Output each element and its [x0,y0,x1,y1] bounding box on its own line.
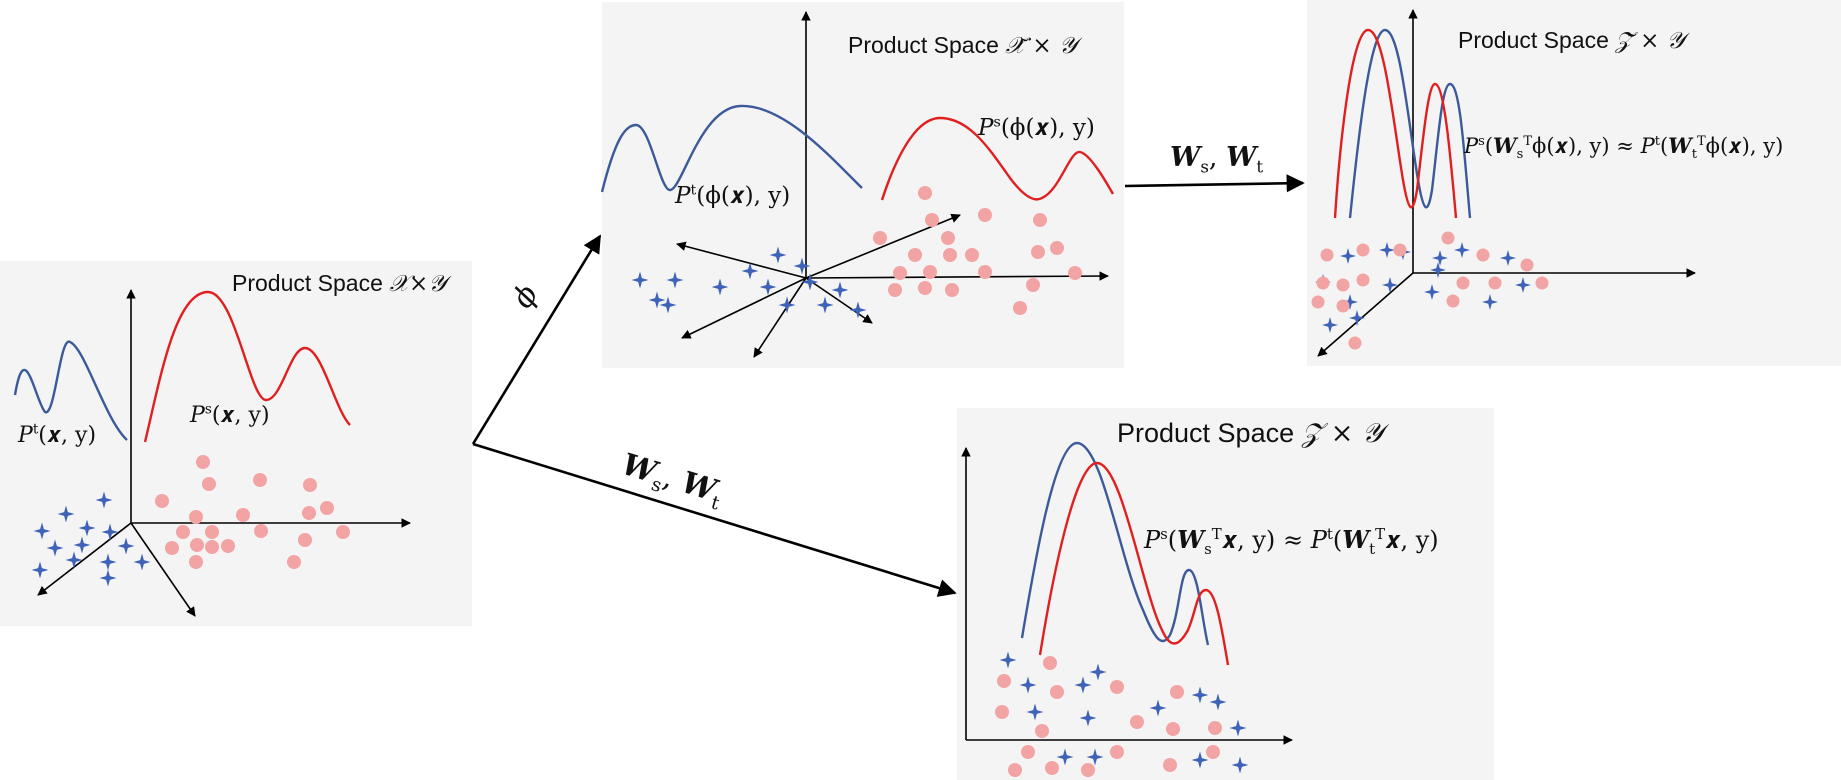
eq-rhs-subsup: t [1692,147,1697,162]
arrow-phi [471,234,602,445]
w-s-letter: W [1170,142,1201,173]
eq-rhs-open: ( [1332,526,1343,554]
eq-lhs-open: ( [1167,526,1178,554]
label-p: P [18,423,33,448]
label-args: (𝒙, y) [38,423,97,448]
target-projected-curve [1020,441,1210,646]
eq-rhs-sup: t [1326,525,1333,543]
panel-feature-title-prefix: Product Space [848,32,999,58]
label-args: (𝒙, y) [211,403,270,428]
eq-lhs-sup: s [1160,525,1168,543]
eq-lhs-subsup: s [1204,540,1212,558]
panel-input-title: Product Space 𝒳×𝒴 [232,270,446,297]
panel-projected-space [957,408,1494,780]
panel-projected-title-symbol: 𝒵 × 𝒴 [1301,418,1384,449]
source-projected-feature-samples [1311,231,1549,350]
arrow-w-bottom [472,442,957,597]
eq-approx: ≈ [1275,526,1311,554]
target-feature-curve [600,104,863,193]
source-feature-samples [873,186,1082,315]
label-p: P [675,183,691,209]
panel-input-title-symbol: 𝒳×𝒴 [389,271,447,297]
target-density-curve [13,340,128,441]
eq-lhs-subsup: s [1517,147,1524,162]
eq-rhs-w: W [1668,133,1692,158]
panel-projected-axes [961,447,1293,745]
eq-rhs-p: P [1640,134,1655,158]
source-density-curve [143,290,351,443]
label-p: P [978,115,994,141]
eq-lhs-sub: s [1516,147,1524,163]
panel-projected-feature-title-symbol: 𝒵̃ × 𝒴 [1615,28,1685,54]
panel-input-axes [37,289,411,617]
panel-projected-feature-title: Product Space 𝒵̃ × 𝒴 [1458,27,1685,54]
eq-rhs-rest: ϕ(𝒙), y) [1705,134,1784,158]
label-args: (ϕ(𝒙), y) [1000,115,1095,141]
source-projected-feature-curve [1333,28,1458,219]
label-sup: t [690,182,697,199]
eq-lhs-open: ( [1484,134,1494,158]
source-projected-samples [995,656,1222,777]
eq-lhs-w: W [1177,525,1205,554]
eq-rhs-subsup: t [1369,540,1375,558]
mapping-arrows [471,174,1305,597]
projected-feature-alignment-equation: Ps(WsTϕ(𝒙), y) ≈ Pt(WtTϕ(𝒙), y) [1464,133,1784,162]
eq-lhs-p: P [1144,526,1161,554]
label-sup: s [204,401,212,418]
target-samples [31,491,151,587]
w-sep: , [1208,142,1227,173]
target-feature-density-label: Pt(ϕ(𝒙), y) [675,183,790,209]
source-projected-curve [1038,461,1230,666]
eq-lhs-sup: s [1478,134,1485,149]
label-sup: s [993,114,1001,131]
panel-feature-title: Product Space 𝒳̃ × 𝒴 [848,32,1077,59]
arrow-w-top [1124,174,1305,193]
projected-alignment-equation: Ps(WsT𝒙, y) ≈ Pt(WtT𝒙, y) [1144,525,1439,556]
eq-rhs-p: P [1310,526,1327,554]
eq-lhs-sub: s [1204,539,1212,558]
panel-projected-title: Product Space 𝒵 × 𝒴 [1117,418,1383,450]
w-top-arrow-label: Ws, Wt [1170,142,1264,177]
label-args: (ϕ(𝒙), y) [696,183,791,209]
eq-lhs-transpose: T [1523,134,1532,149]
eq-rhs-transpose: T [1375,525,1386,543]
label-p: P [190,403,205,428]
panel-projected-title-prefix: Product Space [1117,418,1295,448]
target-feature-samples [631,246,867,319]
panel-feature-title-symbol: 𝒳̃ × 𝒴 [1005,33,1077,59]
eq-rhs-open: ( [1659,134,1669,158]
source-feature-density-label: Ps(ϕ(𝒙), y) [978,115,1095,141]
eq-lhs-p: P [1464,134,1479,158]
panel-feature-space [602,2,1124,368]
eq-rhs-sup: t [1654,134,1660,149]
w-t-sub: t [1256,156,1264,177]
eq-rhs-rest: 𝒙, y) [1385,526,1439,554]
eq-lhs-transpose: T [1211,525,1222,543]
eq-approx: ≈ [1609,134,1641,158]
source-density-label: Ps(𝒙, y) [190,403,270,428]
w-t-letter: W [1226,142,1257,173]
target-projected-feature-curve [1348,28,1472,219]
w-s-sub: s [1200,156,1209,177]
eq-rhs-w: W [1342,525,1370,554]
panel-feature-axes [676,11,1109,358]
source-feature-curve [880,116,1115,201]
label-sup: t [32,421,39,438]
source-samples [155,455,350,569]
eq-rhs-sub: t [1369,539,1376,558]
panel-projected-feature-axes [1317,9,1696,357]
panel-input-space [0,261,472,626]
panel-input-title-prefix: Product Space [232,270,383,296]
panel-projected-feature-space [1307,0,1841,366]
eq-lhs-rest: 𝒙, y) [1221,526,1276,554]
eq-rhs-transpose: T [1696,134,1706,149]
eq-rhs-sub: t [1691,147,1697,163]
panel-projected-feature-title-prefix: Product Space [1458,27,1609,53]
target-density-label: Pt(𝒙, y) [18,423,96,448]
eq-lhs-rest: ϕ(𝒙), y) [1532,134,1610,158]
eq-lhs-w: W [1493,133,1517,158]
